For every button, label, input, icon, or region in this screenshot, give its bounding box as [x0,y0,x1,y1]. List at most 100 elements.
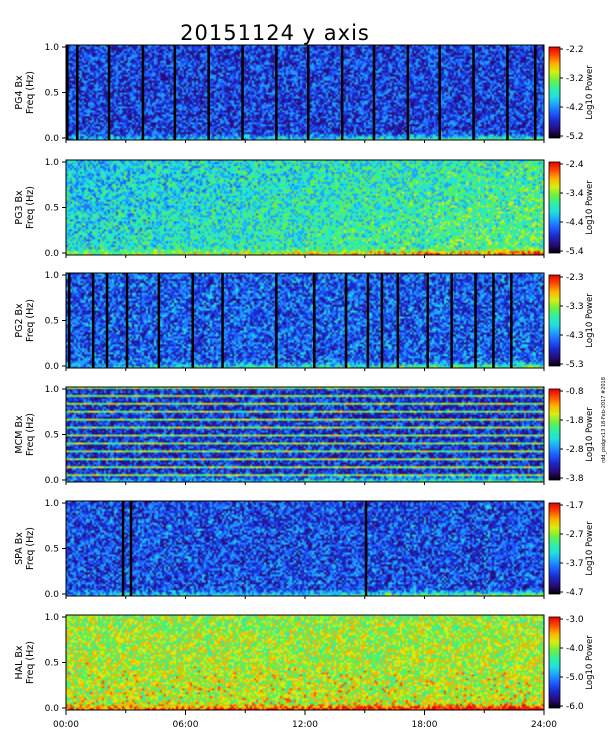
colorbar-tick-label: -4.2 [566,103,584,113]
data-gap [340,45,344,140]
data-gap [68,273,71,368]
colorbar-tick-label: -1.8 [566,416,584,426]
data-gap [474,273,477,368]
y-tick-label: 1.0 [45,271,60,281]
data-gap [241,45,244,140]
colorbar-tick-label: -5.2 [566,132,584,142]
panel-station-label: PG2 Bx [14,303,25,338]
data-gap [510,273,513,368]
y-tick-label: 0.0 [45,362,60,372]
data-gap [438,45,441,140]
data-gap [506,45,509,140]
colorbar-tick-label: -3.4 [566,189,584,199]
colorbar-tick-label: -2.8 [566,445,584,455]
data-gap [141,45,145,140]
panel-station-label: PG4 Bx [14,75,25,110]
panel-ylabel: Freq (Hz) [25,186,36,229]
y-tick-label: 1.0 [45,499,60,509]
data-gap [313,273,316,368]
colorbar-label: Log10 Power [585,407,595,462]
data-gap [372,45,376,140]
colorbar-tick-label: -0.8 [566,387,584,397]
x-tick-label: 18:00 [412,720,438,730]
data-gap [366,273,370,368]
colorbar-label: Log10 Power [585,65,595,120]
y-tick-label: 1.0 [45,613,60,623]
colorbar-label: Log10 Power [585,521,595,576]
y-tick-label: 0.5 [45,431,59,441]
data-gap [344,273,348,368]
y-tick-label: 0.5 [45,204,59,214]
data-gap [221,273,224,368]
spectrogram-image [66,387,544,482]
data-gap [157,273,161,368]
colorbar [548,46,561,139]
colorbar [548,161,561,254]
colorbar-tick-label: -2.2 [566,45,584,55]
colorbar-tick-label: -6.0 [566,702,584,712]
x-axis: 00:00 06:00 12:00 18:00 24:00 [53,710,557,730]
colorbar-tick-label: -3.0 [566,615,584,625]
panel-pg2: 0.0 0.5 1.0 PG2 Bx Freq (Hz) -2.3 -3.3 -4.3 -5.3… [14,271,595,372]
panel-station-label: PG3 Bx [14,190,25,225]
colorbar-tick-label: -3.7 [566,559,584,569]
data-gap [406,45,410,140]
data-gap [105,273,109,368]
data-gap [191,273,194,368]
y-tick-label: 0.5 [45,545,59,555]
colorbar-tick-label: -3.8 [566,474,584,484]
panel-ylabel: Freq (Hz) [25,527,36,570]
chart-title: 20151124 y axis [180,21,370,45]
colorbar-tick-label: -1.7 [566,501,584,511]
panel-ylabel: Freq (Hz) [25,413,36,456]
x-tick-label: 06:00 [173,720,199,730]
panel-pg3: 0.0 0.5 1.0 PG3 Bx Freq (Hz) -2.4 -3.4 -4.4 -5.4… [14,158,595,259]
y-tick-label: 0.0 [45,704,60,714]
colorbar-tick-label: -4.4 [566,218,584,228]
colorbar [548,388,561,481]
data-gap [396,273,400,368]
spectrogram-image [66,615,544,710]
y-tick-label: 0.5 [45,89,59,99]
panel-ylabel: Freq (Hz) [25,641,36,684]
colorbar [548,274,561,367]
data-gap [492,273,495,368]
panel-pg4: 0.0 0.5 1.0 PG4 Bx Freq (Hz) -2.2 -3.2 -4.2 -5.2… [14,43,595,144]
data-gap [125,273,129,368]
data-gap [121,501,125,596]
spectrogram-image [66,501,544,596]
colorbar-tick-label: -4.7 [566,588,584,598]
panel-station-label: MCM Bx [14,415,25,454]
spectrogram-image [66,273,544,368]
data-gap [76,45,79,140]
colorbar [548,502,561,595]
data-gap [129,501,133,596]
panel-ylabel: Freq (Hz) [25,299,36,342]
colorbar-tick-label: -5.4 [566,247,584,257]
colorbar-label: Log10 Power [585,635,595,690]
panel-spa: 0.0 0.5 1.0 SPA Bx Freq (Hz) -1.7 -2.7 -3.7 -4.7… [14,499,595,600]
y-tick-label: 1.0 [45,385,60,395]
colorbar-tick-label: -2.3 [566,273,584,283]
y-tick-label: 0.0 [45,249,60,259]
y-tick-label: 0.5 [45,317,59,327]
colorbar-tick-label: -2.7 [566,530,584,540]
colorbar-tick-label: -2.4 [566,160,584,170]
spectrogram-image [66,45,544,140]
data-gap [275,273,278,368]
colorbar-tick-label: -5.3 [566,360,584,370]
data-gap [107,45,111,140]
data-gap [364,501,368,596]
data-gap [275,45,278,140]
data-gap [91,273,95,368]
y-tick-label: 0.0 [45,134,60,144]
panel-ylabel: Freq (Hz) [25,71,36,114]
panel-mcm: 0.0 0.5 1.0 MCM Bx Freq (Hz) -0.8 -1.8 -2.8 -3.8… [14,385,595,486]
data-gap [534,45,537,140]
data-gap [472,45,475,140]
colorbar-tick-label: -3.2 [566,74,584,84]
data-gap [426,273,429,368]
colorbar-label: Log10 Power [585,293,595,348]
